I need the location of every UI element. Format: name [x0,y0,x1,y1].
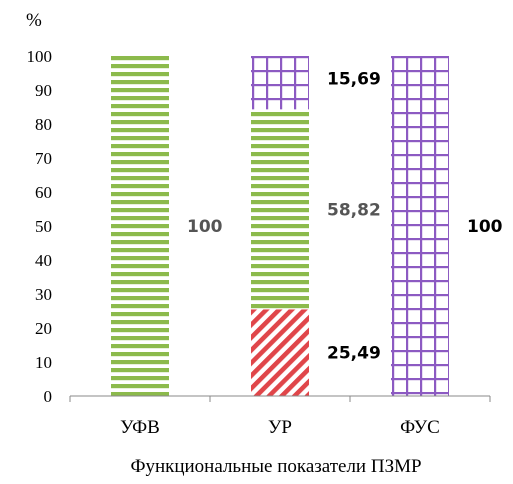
y-tick-label: 30 [35,285,52,304]
bar-segment [251,56,309,110]
y-axis: 0 10 20 30 40 50 60 70 80 90 100 [27,47,53,406]
x-category-label: УР [268,417,292,438]
y-tick-label: 50 [35,217,52,236]
y-tick-label: 100 [27,47,53,66]
bar-segment [391,56,449,396]
bars [111,56,449,396]
y-tick-label: 40 [35,251,52,270]
data-label: 15,69 [327,70,381,90]
y-tick-label: 90 [35,81,52,100]
x-category-label: ФУС [400,417,440,438]
y-tick-label: 20 [35,319,52,338]
x-category-label: УФВ [120,417,160,438]
y-tick-label: 10 [35,353,52,372]
y-axis-label: % [26,10,42,31]
data-labels: 100 25,49 58,82 15,69 100 [187,70,503,364]
bar-segment [111,56,169,396]
y-tick-label: 80 [35,115,52,134]
data-label: 58,82 [327,200,381,220]
x-axis-title: Функциональные показатели ПЗМР [130,456,421,477]
bar-segment [251,309,309,396]
data-label: 100 [467,217,503,237]
y-tick-label: 70 [35,149,52,168]
data-label: 25,49 [327,344,381,364]
bar-segment [251,109,309,310]
data-label: 100 [187,217,223,237]
y-tick-label: 60 [35,183,52,202]
x-axis: УФВ УР ФУС [69,396,491,438]
y-tick-label: 0 [44,387,53,406]
